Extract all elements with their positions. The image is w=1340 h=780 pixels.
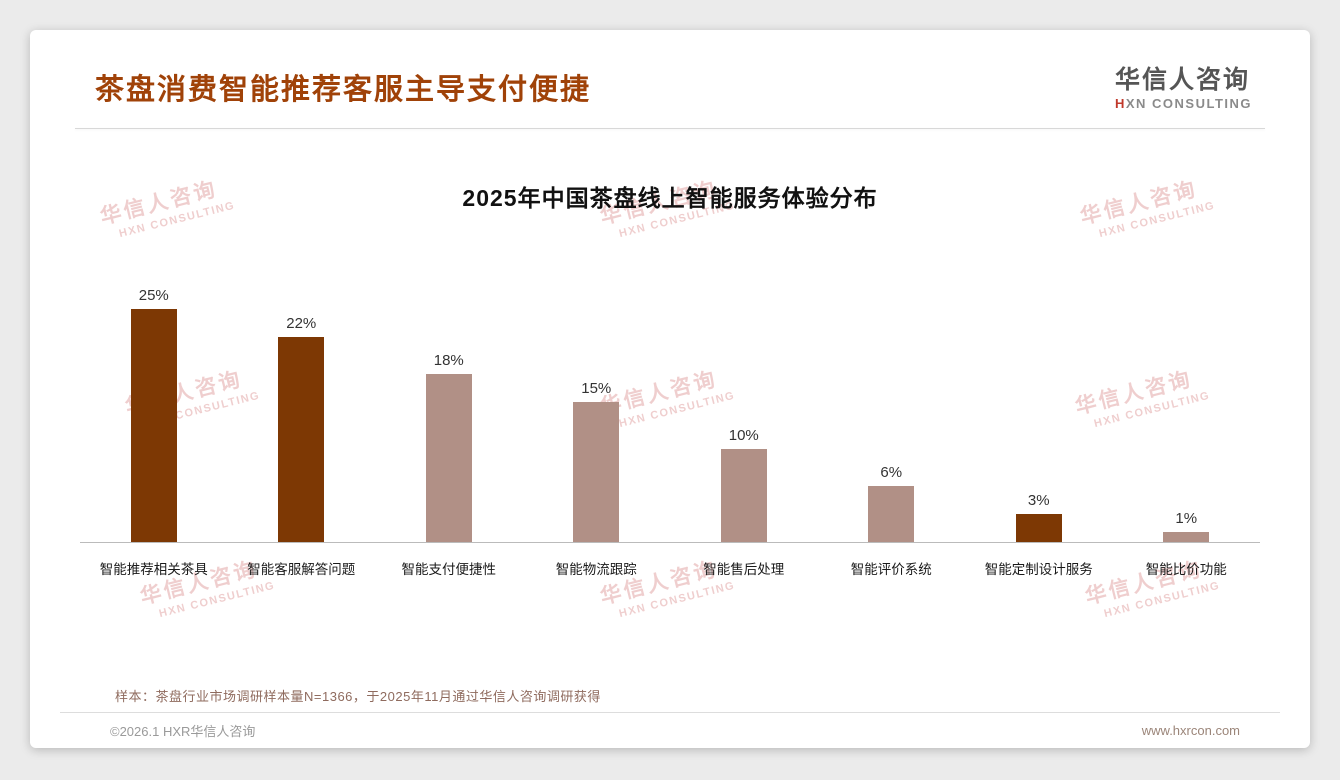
chart-title: 2025年中国茶盘线上智能服务体验分布	[462, 184, 878, 211]
category-labels-row: 智能推荐相关茶具 智能客服解答问题 智能支付便捷性 智能物流跟踪 智能售后处理 智能评价系…	[80, 543, 1260, 578]
bar	[425, 374, 472, 542]
report-card: 华信人咨询 HXN CONSULTING 华信人咨询 HXN CONSULTING 华信…	[30, 30, 1310, 748]
bar-column: 6%	[818, 464, 966, 542]
bar-value-label: 15%	[581, 380, 612, 398]
bar	[130, 309, 177, 542]
category-label: 智能支付便捷性	[401, 561, 497, 577]
header-divider	[75, 127, 1265, 129]
bar	[1015, 513, 1062, 542]
logo-chinese-name: 华信人咨询	[1114, 66, 1250, 94]
bar-column: 10%	[670, 427, 818, 542]
category-label: 智能评价系统	[850, 561, 932, 577]
logo-english-rest: XN CONSULTING	[1125, 95, 1252, 111]
bar-value-label: 6%	[880, 463, 903, 481]
category-label: 智能比价功能	[1145, 561, 1227, 577]
category-label: 智能推荐相关茶具	[99, 561, 208, 577]
bar	[278, 337, 325, 542]
category-label: 智能客服解答问题	[247, 561, 356, 577]
bar-column: 3%	[965, 492, 1113, 542]
bar	[868, 485, 915, 542]
bar-value-label: 3%	[1027, 491, 1050, 509]
category-label: 智能售后处理	[703, 561, 785, 577]
footer-website: www.hxrcon.com	[1141, 723, 1240, 738]
logo-english-first-letter: H	[1114, 95, 1126, 111]
bar-value-label: 25%	[138, 287, 169, 305]
category-label: 智能物流跟踪	[555, 561, 637, 577]
bar-column: 15%	[523, 380, 671, 542]
company-logo: 华信人咨询 HXN CONSULTING	[1115, 66, 1252, 112]
bar	[1163, 532, 1210, 542]
bar-chart: 25% 22% 18% 15% 10% 6% 3% 1% 智能推荐相关茶具 智能客服解答问题 智能…	[80, 287, 1261, 578]
bar-column: 1%	[1113, 510, 1261, 542]
category-label: 智能定制设计服务	[984, 561, 1093, 577]
logo-english-name: HXN CONSULTING	[1114, 95, 1252, 112]
bar-value-label: 22%	[286, 315, 317, 333]
bar-column: 22%	[228, 315, 376, 542]
bar-column: 18%	[375, 352, 523, 542]
bar-column: 25%	[80, 287, 228, 542]
header: 茶盘消费智能推荐客服主导支付便捷 华信人咨询 HXN CONSULTING	[30, 30, 1310, 112]
bars-row: 25% 22% 18% 15% 10% 6% 3% 1%	[80, 287, 1261, 543]
bar-value-label: 1%	[1175, 510, 1198, 528]
bar-value-label: 10%	[728, 426, 759, 444]
bar	[573, 402, 620, 542]
bar	[720, 448, 767, 542]
footer: ©2026.1 HXR华信人咨询 www.hxrcon.com	[60, 712, 1280, 748]
sample-note: 样本：茶盘行业市场调研样本量N=1366，于2025年11月通过华信人咨询调研获…	[115, 689, 601, 704]
page-title: 茶盘消费智能推荐客服主导支付便捷	[95, 74, 592, 106]
footer-copyright: ©2026.1 HXR华信人咨询	[110, 724, 256, 739]
bar-value-label: 18%	[433, 352, 464, 370]
